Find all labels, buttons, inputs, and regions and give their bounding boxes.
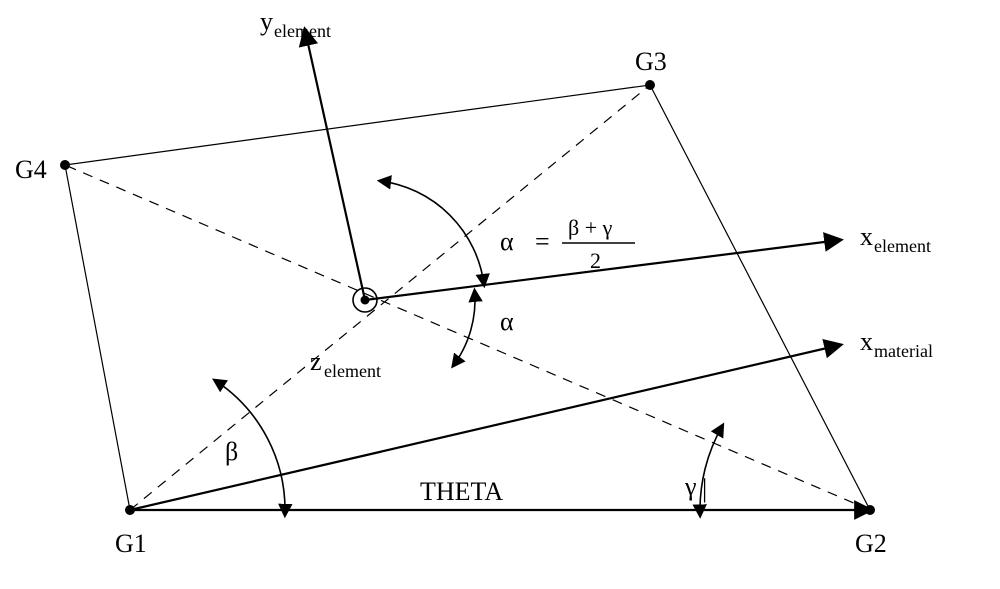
svg-text:material: material	[874, 341, 933, 361]
svg-text:z: z	[310, 347, 322, 376]
alpha-eq-numer: β + γ	[568, 215, 613, 240]
theta-label: THETA	[420, 477, 503, 506]
alpha-eq-equals: =	[535, 227, 550, 256]
svg-text:element: element	[324, 361, 381, 381]
x-material-label: xmaterial	[860, 327, 933, 361]
svg-text:element: element	[274, 21, 331, 41]
node-g2	[865, 505, 875, 515]
node-label-g1: G1	[115, 529, 147, 558]
svg-text:y: y	[260, 7, 273, 36]
node-g4	[60, 160, 70, 170]
node-label-g2: G2	[855, 529, 887, 558]
z-element-label: zelement	[310, 347, 381, 381]
diag-g2-g4	[65, 165, 870, 510]
node-label-g3: G3	[635, 47, 667, 76]
x-element-label: xelement	[860, 222, 931, 256]
y-element-label: yelement	[260, 7, 331, 41]
alpha-eq-alpha: α	[500, 227, 514, 256]
coordinate-system-diagram: xmaterialxelementyelementzelementG1G2G3G…	[0, 0, 1000, 589]
alpha-eq-denom: 2	[590, 248, 601, 273]
y-element-axis	[305, 30, 365, 300]
svg-text:element: element	[874, 236, 931, 256]
alpha-lower-label: α	[500, 307, 514, 336]
svg-text:x: x	[860, 222, 873, 251]
z-element-dot	[361, 296, 370, 305]
x-element-axis	[365, 240, 840, 300]
beta-label: β	[225, 437, 238, 466]
node-g1	[125, 505, 135, 515]
gamma-bar: |	[702, 474, 707, 503]
element-outline	[65, 85, 870, 510]
node-label-g4: G4	[15, 155, 47, 184]
gamma-label: γ	[684, 472, 697, 501]
arc-alpha_bot	[453, 290, 475, 366]
node-g3	[645, 80, 655, 90]
svg-text:x: x	[860, 327, 873, 356]
